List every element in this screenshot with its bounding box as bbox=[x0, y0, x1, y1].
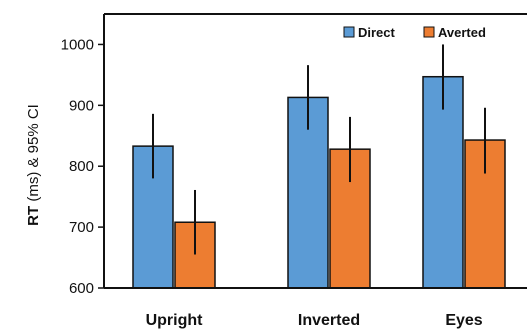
x-category-label: Inverted bbox=[298, 312, 360, 329]
y-axis-label-main: RT bbox=[25, 206, 42, 226]
axes: 600 700 800 900 1000 Upright Inverted Eyes bbox=[61, 13, 527, 329]
y-tick-label: 800 bbox=[69, 158, 94, 175]
y-axis-label: RT (ms) & 95% CI bbox=[25, 104, 42, 226]
y-tick-label: 700 bbox=[69, 219, 94, 236]
legend-label: Averted bbox=[438, 25, 486, 40]
bar-direct-eyes bbox=[422, 75, 464, 289]
x-category-label: Upright bbox=[146, 312, 204, 329]
legend-label: Direct bbox=[358, 25, 396, 40]
plot-area bbox=[132, 44, 506, 289]
legend: Direct Averted bbox=[343, 25, 486, 40]
legend-item-direct: Direct bbox=[343, 25, 396, 40]
y-tick-label: 900 bbox=[69, 97, 94, 114]
legend-item-averted: Averted bbox=[423, 25, 486, 40]
y-tick-label: 1000 bbox=[61, 36, 94, 53]
x-category-label: Eyes bbox=[445, 312, 482, 329]
y-tick-label: 600 bbox=[69, 280, 94, 297]
legend-swatch bbox=[343, 26, 355, 38]
y-axis-label-rest: (ms) & 95% CI bbox=[25, 104, 42, 206]
legend-swatch bbox=[423, 26, 435, 38]
